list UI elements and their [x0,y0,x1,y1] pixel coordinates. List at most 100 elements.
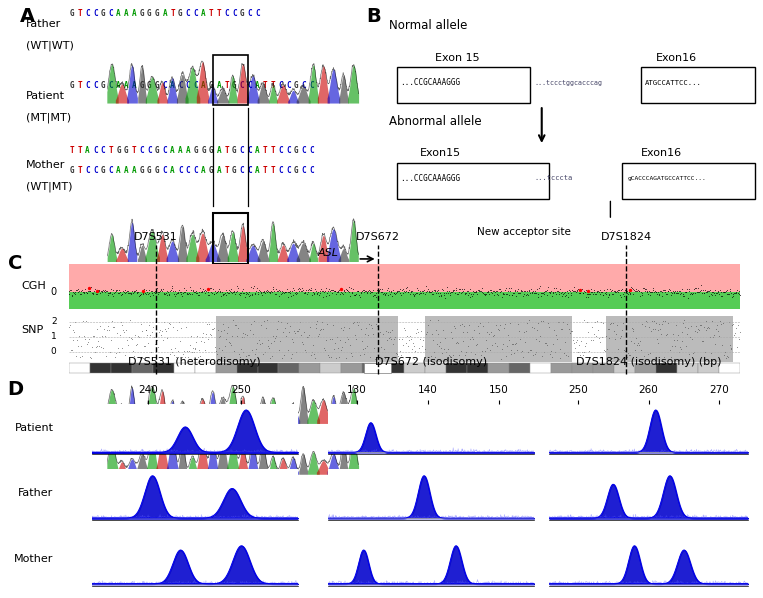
Point [693,325,705,335]
Point [536,288,549,297]
Point [237,289,250,298]
Point [514,286,526,295]
Point [393,334,405,344]
Point [485,285,497,295]
Text: ...CCGCAAAGGG: ...CCGCAAAGGG [401,173,461,183]
Point [431,329,443,339]
Point [97,285,109,295]
Point [176,353,188,362]
Point [576,288,588,298]
Point [118,287,130,297]
Point [627,289,639,298]
Point [529,286,541,295]
Point [539,286,552,295]
Point [650,288,662,297]
Point [657,316,669,326]
Point [449,338,462,348]
Text: C: C [240,147,244,155]
Point [517,352,529,361]
Point [613,354,625,364]
Point [200,329,212,339]
Point [367,329,379,338]
Point [671,331,684,340]
Point [306,291,318,300]
Point [537,288,549,297]
Text: A: A [85,147,90,155]
Point [636,319,649,329]
Point [397,340,409,349]
Point [210,288,222,298]
Point [501,330,513,340]
Point [596,332,608,342]
Point [492,324,504,334]
Text: C: C [85,9,90,18]
Text: C: C [178,81,182,90]
Text: Exon16: Exon16 [656,53,697,63]
Point [678,292,690,301]
Point [332,286,344,296]
Point [258,286,270,296]
Point [296,286,308,296]
Point [613,291,626,300]
Point [142,289,154,299]
Text: A: A [124,9,129,18]
Point [456,319,468,328]
Point [245,282,257,292]
Bar [299,363,320,373]
Point [433,291,446,301]
Point [519,286,531,296]
Point [195,336,208,346]
Text: C: C [108,166,113,175]
Point [483,289,495,298]
Point [169,343,182,353]
Point [96,286,108,296]
Point [407,338,419,348]
Point [84,286,96,296]
Point [610,286,623,296]
Point [648,287,660,297]
Point [491,286,504,296]
Point [618,346,630,355]
Point [709,339,721,349]
Point [153,286,165,296]
Text: C: C [101,147,105,155]
Point [676,284,688,294]
Point [535,288,547,298]
Point [198,288,211,298]
Point [147,290,159,300]
Point [110,349,122,358]
Point [539,338,551,347]
Point [73,331,85,340]
Bar [237,363,258,373]
Point [730,324,742,333]
Point [154,325,166,335]
Point [220,285,232,295]
Text: G: G [178,9,182,18]
Point [452,289,464,298]
Point [394,346,406,356]
Point [558,288,570,297]
Point [313,289,325,299]
Point [99,287,111,297]
Point [656,288,668,297]
Point [366,324,378,333]
Point [150,287,163,297]
Point [505,291,517,300]
Point [412,327,424,337]
Point [189,344,201,353]
Point [262,341,274,351]
Point [575,285,588,295]
Point [399,286,411,296]
Point [380,288,392,297]
Text: 0: 0 [51,347,56,356]
FancyBboxPatch shape [397,67,530,103]
Point [650,334,662,344]
Point [266,283,278,292]
Point [445,327,457,337]
Point [330,289,342,298]
Point [405,287,417,297]
Point [279,288,291,297]
Bar [132,363,153,373]
Point [620,331,632,341]
Point [414,334,427,343]
